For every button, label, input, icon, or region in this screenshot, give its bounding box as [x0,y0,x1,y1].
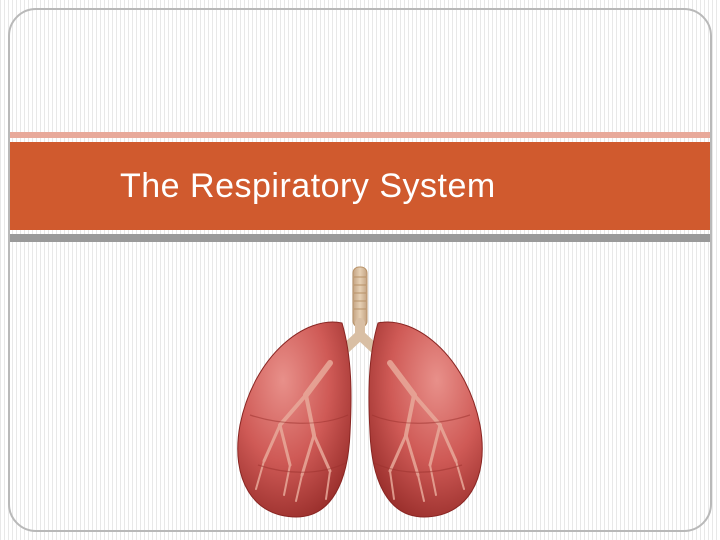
lungs-icon [210,265,510,525]
band-bottom-stripe [10,234,710,242]
title-band: The Respiratory System [10,132,710,242]
rounded-frame: The Respiratory System [8,8,712,532]
slide-title: The Respiratory System [120,167,496,206]
slide: The Respiratory System [0,0,720,540]
band-main: The Respiratory System [10,142,710,230]
lungs-illustration [210,265,510,525]
